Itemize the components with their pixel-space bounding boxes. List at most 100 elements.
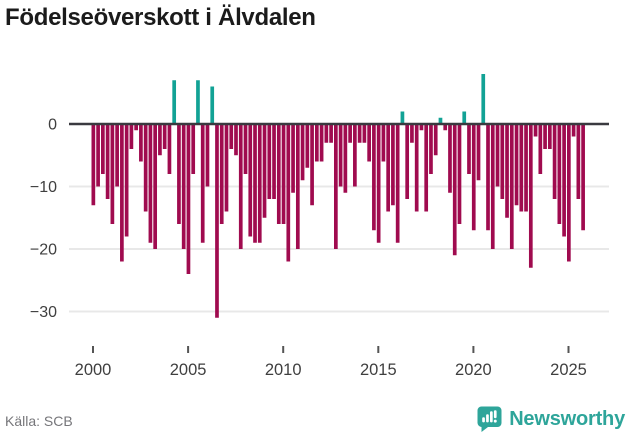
bar-2023-q4 [543, 124, 547, 149]
bar-2021-q3 [500, 124, 505, 199]
bar-2018-q2 [438, 117, 443, 124]
x-axis-label: 2010 [265, 361, 302, 379]
bar-2016-q4 [410, 124, 414, 143]
bar-2001-q1 [110, 124, 115, 224]
bar-2004-q1 [167, 124, 172, 174]
bar-2024-q4 [562, 124, 566, 237]
bar-2000-q1 [91, 124, 96, 206]
bar-2008-q2 [248, 124, 253, 237]
bar-2018-q3 [443, 124, 448, 131]
bar-2001-q2 [115, 124, 119, 187]
bar-2014-q2 [362, 124, 367, 143]
bar-2019-q4 [467, 124, 471, 174]
bar-2002-q1 [129, 124, 134, 149]
bar-2019-q3 [462, 111, 467, 124]
y-axis-label: −20 [30, 242, 57, 259]
bar-2020-q3 [481, 74, 486, 124]
bar-2010-q3 [291, 124, 295, 193]
bar-2004-q2 [172, 80, 177, 124]
bar-2022-q4 [524, 124, 528, 212]
bar-2025-q2 [571, 124, 576, 137]
newsworthy-logo-text: Newsworthy [509, 407, 625, 430]
bar-2000-q3 [101, 124, 105, 174]
bar-2009-q2 [267, 124, 272, 199]
x-axis-label: 2000 [75, 361, 112, 379]
bar-2023-q1 [528, 124, 533, 268]
bar-2003-q2 [153, 124, 158, 249]
logo-bar-2 [486, 414, 489, 423]
bar-2003-q4 [162, 124, 167, 149]
bar-2012-q3 [329, 124, 333, 143]
bar-2010-q4 [295, 124, 300, 249]
bar-2005-q2 [191, 124, 196, 174]
bar-2023-q3 [538, 124, 543, 174]
bar-2011-q3 [310, 124, 314, 206]
bar-2008-q3 [253, 124, 257, 243]
bar-2023-q2 [533, 124, 538, 137]
bar-2025-q3 [576, 124, 581, 199]
bar-2024-q1 [547, 124, 552, 149]
source-label: Källa: SCB [5, 413, 73, 429]
bar-2017-q4 [429, 124, 433, 174]
bar-2005-q4 [200, 124, 205, 243]
bar-2007-q4 [238, 124, 243, 249]
bar-2003-q3 [158, 124, 162, 156]
chart-title: Födelseöverskott i Älvdalen [5, 4, 316, 31]
bar-2020-q4 [486, 124, 490, 231]
bar-2014-q1 [357, 124, 362, 143]
bar-2004-q4 [181, 124, 186, 249]
bar-2020-q1 [471, 124, 476, 231]
y-axis-label: −10 [30, 179, 57, 196]
bar-2000-q4 [105, 124, 110, 199]
bar-2012-q1 [319, 124, 324, 162]
bar-2006-q3 [215, 124, 219, 318]
x-axis-label: 2015 [360, 361, 397, 379]
bar-2002-q3 [139, 124, 143, 162]
bar-2011-q4 [314, 124, 319, 162]
newsworthy-logo: Newsworthy [476, 405, 625, 433]
bar-2013-q2 [343, 124, 348, 193]
bar-2005-q1 [186, 124, 191, 274]
bar-2022-q2 [514, 124, 519, 206]
bar-2017-q3 [424, 124, 429, 212]
bar-2011-q1 [300, 124, 305, 181]
bar-2016-q2 [400, 111, 405, 124]
bar-2024-q3 [557, 124, 562, 224]
bar-2014-q4 [372, 124, 376, 231]
bar-2005-q3 [196, 80, 200, 124]
bar-2021-q4 [505, 124, 509, 218]
y-axis-label: −30 [30, 304, 57, 321]
bar-2009-q1 [262, 124, 267, 218]
bar-2013-q3 [348, 124, 352, 143]
x-axis-label: 2020 [455, 361, 492, 379]
bar-2018-q1 [433, 124, 438, 156]
bar-2007-q1 [224, 124, 229, 212]
bar-2003-q1 [148, 124, 153, 243]
bar-2006-q4 [219, 124, 224, 224]
y-axis-label: 0 [48, 117, 57, 134]
bar-2018-q4 [448, 124, 452, 193]
bar-2020-q2 [476, 124, 481, 181]
logo-bar-1 [482, 417, 486, 423]
badge-shape [477, 406, 502, 432]
bar-2011-q2 [305, 124, 310, 168]
bar-2021-q2 [495, 124, 500, 187]
bar-2015-q4 [391, 124, 395, 206]
bar-2001-q4 [124, 124, 129, 237]
bar-2004-q3 [177, 124, 181, 224]
bar-2007-q3 [234, 124, 238, 156]
bar-2006-q2 [210, 86, 215, 124]
bar-2015-q3 [386, 124, 391, 212]
bar-2014-q3 [367, 124, 371, 162]
bar-2002-q4 [143, 124, 148, 212]
bar-2016-q1 [395, 124, 400, 243]
bar-2019-q2 [457, 124, 462, 224]
bar-2017-q2 [419, 124, 424, 131]
bar-2025-q4 [581, 124, 585, 231]
bar-2006-q1 [205, 124, 210, 187]
bar-2010-q1 [281, 124, 286, 224]
bar-2007-q2 [229, 124, 234, 149]
bar-2013-q4 [353, 124, 357, 187]
